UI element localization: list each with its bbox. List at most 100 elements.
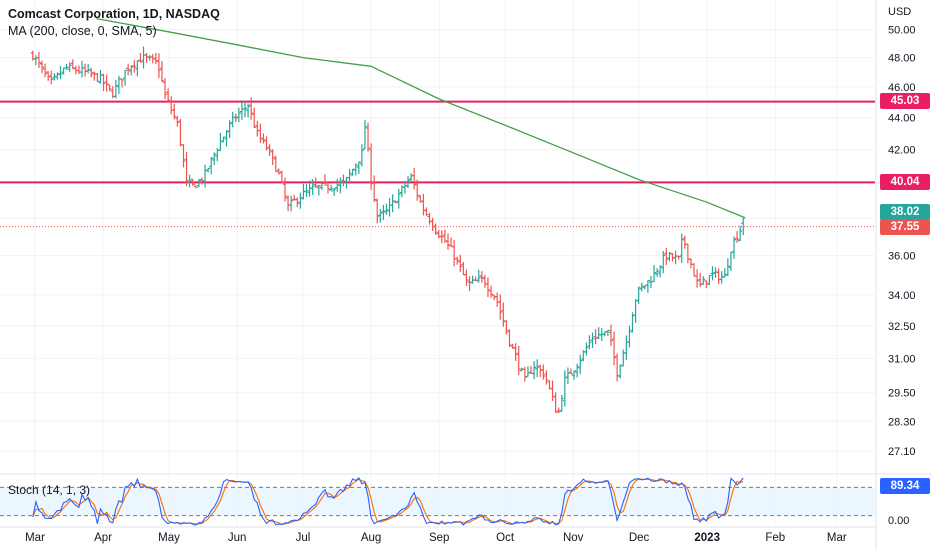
ohlc-bar-up xyxy=(655,268,660,277)
ohlc-bar-down xyxy=(95,72,100,82)
ohlc-bar-down xyxy=(467,276,472,291)
ohlc-bar-up xyxy=(630,312,635,333)
ohlc-bar-down xyxy=(735,231,740,243)
ohlc-bar-up xyxy=(298,192,303,209)
ohlc-bar-down xyxy=(172,103,177,120)
ohlc-bar-down xyxy=(393,200,398,204)
ohlc-bar-up xyxy=(52,73,57,81)
ohlc-bar-down xyxy=(430,217,435,232)
currency-label: USD xyxy=(888,6,912,18)
ohlc-bar-up xyxy=(725,258,730,277)
ohlc-bar-down xyxy=(541,364,546,380)
time-tick-label: Dec xyxy=(629,532,650,544)
symbol-title[interactable]: Comcast Corporation, 1D, NASDAQ xyxy=(8,7,220,21)
ohlc-bar-down xyxy=(163,78,168,99)
ohlc-bar-up xyxy=(58,66,63,80)
ohlc-bar-up xyxy=(627,325,632,348)
time-tick-label: Apr xyxy=(94,532,112,544)
ohlc-bar-down xyxy=(150,53,155,64)
ohlc-bar-down xyxy=(326,181,331,194)
ohlc-bar-up xyxy=(652,264,657,283)
ohlc-bar-down xyxy=(252,107,257,129)
ohlc-bar-up xyxy=(639,282,644,292)
ohlc-bar-up xyxy=(310,179,315,195)
ohlc-bar-up xyxy=(658,265,663,278)
ohlc-bar-up xyxy=(587,335,592,350)
ohlc-bar-down xyxy=(516,345,521,376)
ohlc-bar-up xyxy=(636,286,641,304)
ohlc-bar-up xyxy=(584,342,589,356)
ohlc-bar-up xyxy=(378,209,383,223)
ohlc-bar-down xyxy=(504,320,509,335)
ohlc-bar-down xyxy=(433,223,438,235)
ohlc-bar-up xyxy=(209,157,214,175)
ohlc-bar-up xyxy=(64,63,69,70)
price-tick-label: 34.00 xyxy=(888,290,916,302)
ohlc-bar-down xyxy=(295,197,300,208)
time-tick-label: Sep xyxy=(429,532,449,544)
ohlc-bar-down xyxy=(282,177,287,202)
ohlc-bar-down xyxy=(369,143,374,190)
ohlc-bar-down xyxy=(421,193,426,216)
chart-legend: Comcast Corporation, 1D, NASDAQ MA (200,… xyxy=(8,6,220,40)
ohlc-bar-up xyxy=(187,174,192,188)
ohlc-bar-down xyxy=(485,277,490,297)
ohlc-bar-down xyxy=(181,144,186,168)
ohlc-bar-up xyxy=(304,184,309,198)
ohlc-bar-up xyxy=(289,195,294,212)
ohlc-bar-up xyxy=(135,60,140,77)
ohlc-bar-down xyxy=(190,178,195,186)
ohlc-bar-down xyxy=(498,294,503,320)
ohlc-bar-up xyxy=(67,62,72,73)
ohlc-bar-down xyxy=(366,122,371,152)
ohlc-bar-up xyxy=(206,167,211,173)
ohlc-bar-up xyxy=(679,233,684,263)
ohlc-bar-down xyxy=(49,70,54,85)
ohlc-bar-up xyxy=(329,184,334,192)
time-tick-label: Oct xyxy=(496,532,515,544)
stoch-band xyxy=(0,487,875,516)
time-tick-label: Jul xyxy=(296,532,311,544)
ohlc-bar-up xyxy=(707,274,712,286)
ohlc-bar-up xyxy=(642,285,647,290)
ohlc-bars xyxy=(30,46,746,414)
ohlc-bar-up xyxy=(221,136,226,143)
ohlc-bar-up xyxy=(565,367,570,385)
ohlc-bar-up xyxy=(618,364,623,379)
ohlc-bar-up xyxy=(731,236,736,259)
time-tick-label: Aug xyxy=(361,532,381,544)
ohlc-bar-up xyxy=(381,204,386,220)
ohlc-bar-up xyxy=(384,203,389,215)
ohlc-bar-down xyxy=(261,133,266,144)
ohlc-bar-up xyxy=(353,163,358,176)
ohlc-bar-down xyxy=(233,113,238,123)
ohlc-bar-up xyxy=(590,332,595,349)
ohlc-bar-down xyxy=(593,329,598,345)
ohlc-bar-down xyxy=(449,237,454,247)
ohlc-bar-up xyxy=(347,168,352,182)
ohlc-bar-down xyxy=(442,229,447,243)
ma-legend[interactable]: MA (200, close, 0, SMA, 5) xyxy=(8,24,157,38)
stoch-axis-label: 0.00 xyxy=(888,515,909,527)
ohlc-bar-up xyxy=(350,168,355,176)
ohlc-bar-up xyxy=(319,182,324,190)
ohlc-bar-down xyxy=(107,84,112,92)
stoch-legend[interactable]: Stoch (14, 1, 3) xyxy=(8,483,91,497)
ohlc-bar-up xyxy=(559,395,564,412)
level-high-tag: 45.03 xyxy=(880,93,930,109)
ohlc-bar-up xyxy=(332,188,337,196)
stoch-value-tag: 89.34 xyxy=(880,478,930,494)
price-tick-label: 27.10 xyxy=(888,446,916,458)
ohlc-bar-down xyxy=(553,392,558,413)
time-tick-label: May xyxy=(158,532,180,544)
ohlc-bar-down xyxy=(547,380,552,390)
ohlc-bar-down xyxy=(608,324,613,347)
prev-price-tag: 37.55 xyxy=(880,219,930,235)
ohlc-bar-down xyxy=(464,269,469,286)
price-tick-label: 29.50 xyxy=(888,388,916,400)
ohlc-bar-up xyxy=(578,354,583,375)
ohlc-bar-up xyxy=(243,100,248,118)
ohlc-bar-up xyxy=(113,79,118,99)
